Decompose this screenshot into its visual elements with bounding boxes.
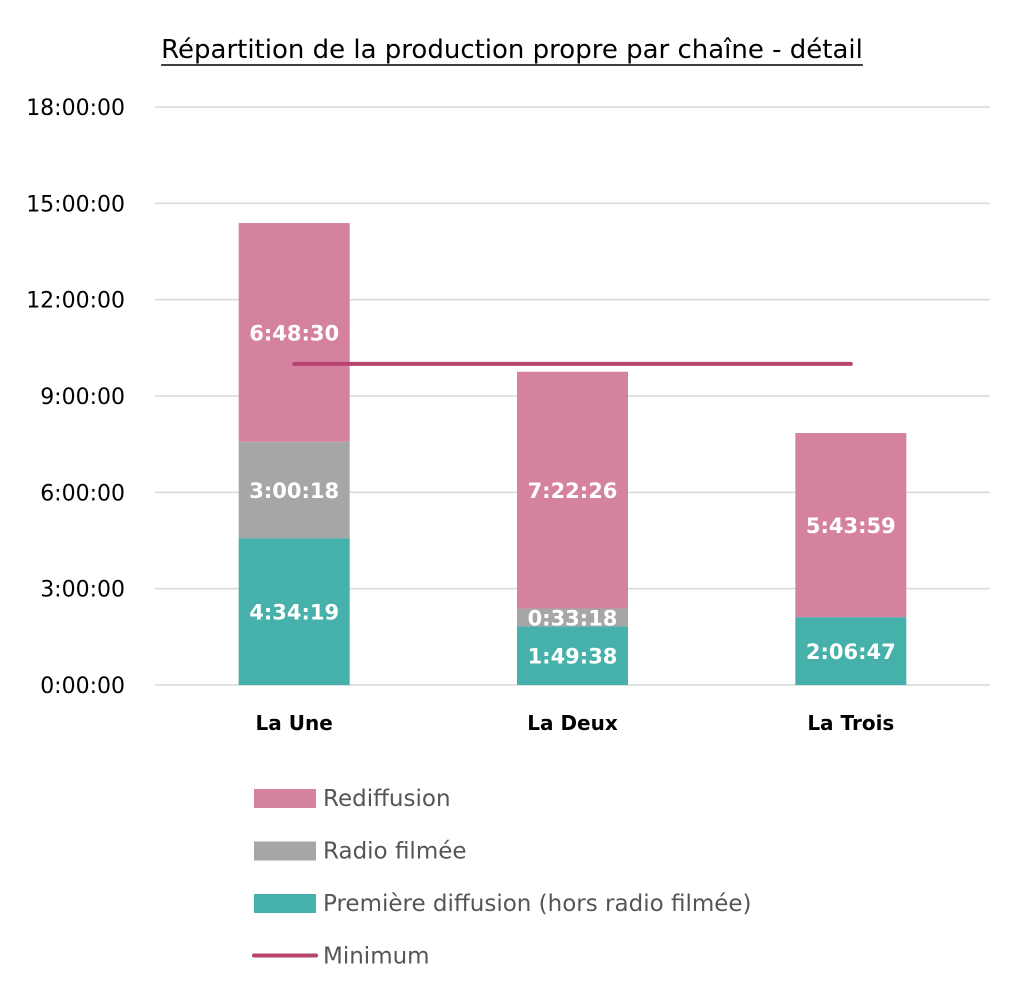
y-tick-label: 9:00:00: [40, 385, 125, 410]
data-label: 1:49:38: [528, 645, 618, 669]
bar-segment: [238, 223, 350, 442]
x-axis-ticks: La Une La Deux La Trois: [256, 711, 895, 735]
y-tick-label: 3:00:00: [40, 578, 125, 603]
bar-segment: [238, 441, 350, 539]
data-label: 3:00:18: [249, 479, 339, 503]
legend-label: Radio filmée: [323, 839, 467, 865]
y-tick-label: 6:00:00: [40, 481, 125, 506]
bars: [238, 223, 907, 685]
data-label: 7:22:26: [528, 479, 618, 503]
y-axis-ticks: 0:00:00 3:00:00 6:00:00 9:00:00 12:00:00 15:0…: [26, 96, 125, 699]
bar-segment: [517, 371, 628, 609]
x-tick-label: La Trois: [807, 711, 894, 735]
legend-label: Minimum: [323, 944, 430, 970]
data-label: 0:33:18: [528, 606, 618, 630]
legend-label: Première diffusion (hors radio filmée): [323, 891, 752, 917]
legend-swatch: [254, 841, 316, 861]
data-label: 4:34:19: [249, 601, 339, 625]
y-tick-label: 12:00:00: [26, 289, 125, 314]
bar-segment: [517, 608, 628, 627]
data-labels: 4:34:19 3:00:18 6:48:30 1:49:38 0:33:18 7:22:…: [249, 321, 896, 668]
legend: Rediffusion Radio filmée Première diffusio…: [252, 786, 752, 970]
legend-swatch: [254, 894, 316, 913]
data-label: 6:48:30: [249, 321, 339, 345]
x-tick-label: La Deux: [527, 711, 618, 735]
bar-segment: [795, 617, 907, 685]
y-tick-label: 15:00:00: [26, 192, 125, 217]
bar-segment: [795, 433, 907, 618]
bar-segment: [238, 538, 350, 685]
y-tick-label: 18:00:00: [26, 96, 125, 121]
legend-swatch: [254, 789, 316, 808]
chart-title: Répartition de la production propre par …: [161, 35, 863, 65]
data-label: 2:06:47: [806, 640, 896, 664]
y-tick-label: 0:00:00: [40, 674, 125, 699]
x-tick-label: La Une: [256, 711, 333, 735]
legend-label: Rediffusion: [323, 786, 451, 812]
bar-segment: [517, 626, 628, 685]
data-label: 5:43:59: [806, 514, 896, 538]
